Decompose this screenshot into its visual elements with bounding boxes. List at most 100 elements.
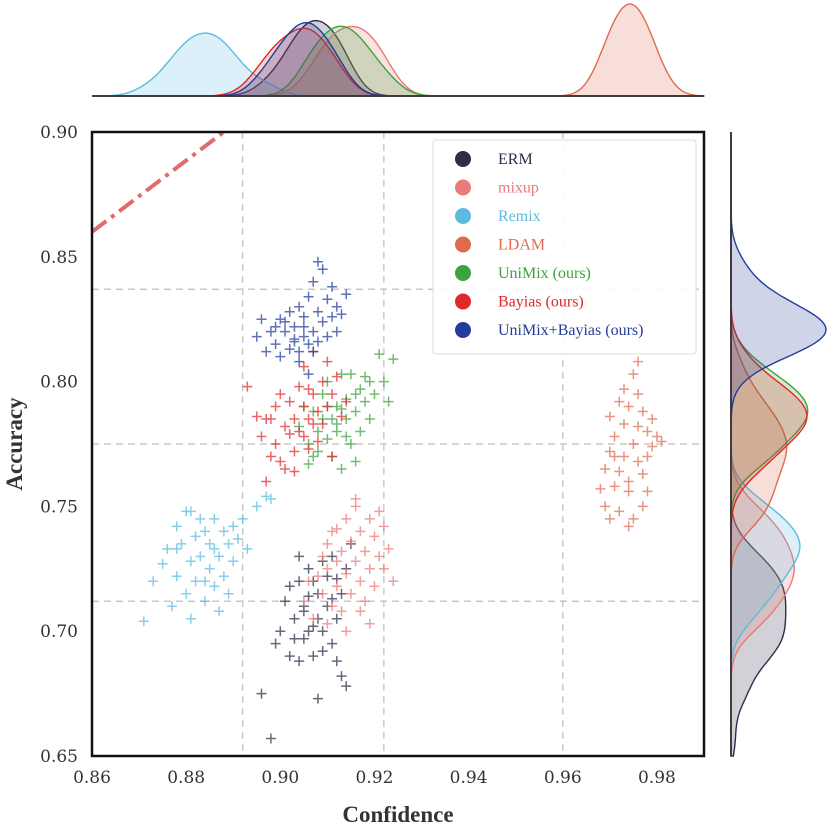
legend-marker <box>455 322 471 338</box>
y-axis-ticks: 0.65 0.70 0.75 0.80 0.85 0.90 <box>40 123 78 767</box>
scatter-point <box>388 576 399 587</box>
legend-marker <box>455 208 471 224</box>
scatter-point <box>284 651 295 662</box>
scatter-point <box>289 321 300 332</box>
scatter-point <box>327 551 338 562</box>
scatter-point <box>303 443 314 454</box>
scatter-point <box>355 606 366 617</box>
scatter-point <box>317 316 328 327</box>
scatter-point <box>336 309 347 320</box>
scatter-point <box>341 414 352 425</box>
legend-item: ERM <box>455 151 533 168</box>
scatter-point <box>600 501 611 512</box>
scatter-point <box>355 384 366 395</box>
scatter-point <box>345 588 356 599</box>
scatter-point <box>237 513 248 524</box>
scatter-point <box>280 596 291 607</box>
scatter-point <box>355 426 366 437</box>
scatter-point <box>614 466 625 477</box>
legend-item: Remix <box>455 208 541 225</box>
scatter-point <box>294 356 305 367</box>
scatter-point <box>308 276 319 287</box>
scatter-point <box>223 588 234 599</box>
legend-item: mixup <box>455 179 539 197</box>
x-tick-label: 0.90 <box>261 768 299 788</box>
scatter-point <box>167 601 178 612</box>
scatter-point <box>322 294 333 305</box>
scatter-point <box>618 419 629 430</box>
scatter-point <box>218 571 229 582</box>
scatter-point <box>312 306 323 317</box>
scatter-point <box>341 396 352 407</box>
plot-frame <box>90 130 706 758</box>
scatter-point <box>308 326 319 337</box>
scatter-point <box>628 513 639 524</box>
scatter-point <box>242 543 253 554</box>
scatter-point <box>341 431 352 442</box>
scatter-point <box>280 463 291 474</box>
scatter-point <box>595 483 606 494</box>
scatter-point <box>355 576 366 587</box>
scatter-point <box>171 521 182 532</box>
scatter-point <box>232 533 243 544</box>
scatter-point <box>360 371 371 382</box>
scatter-point <box>341 626 352 637</box>
scatter-point <box>251 411 262 422</box>
scatter-point <box>303 458 314 469</box>
scatter-point <box>628 439 639 449</box>
scatter-point <box>308 651 319 662</box>
x-tick-label: 0.96 <box>544 768 582 788</box>
scatter-point <box>331 581 342 592</box>
scatter-point <box>317 376 328 387</box>
scatter-point <box>190 531 201 542</box>
scatter-point <box>157 558 168 569</box>
scatter-point <box>265 733 276 744</box>
right-marginal-density <box>730 132 827 757</box>
scatter-point <box>642 426 653 437</box>
scatter-point <box>162 543 173 554</box>
scatter-point <box>209 543 220 554</box>
legend-marker <box>455 179 471 196</box>
scatter-point <box>378 521 389 532</box>
scatter-point <box>298 401 309 412</box>
scatter-point <box>331 401 342 412</box>
scatter-point <box>604 411 615 422</box>
scatter-point <box>327 601 338 612</box>
scatter-point <box>609 431 620 442</box>
scatter-point <box>265 493 276 504</box>
scatter-point <box>294 576 305 587</box>
scatter-point <box>280 316 291 327</box>
scatter-point <box>350 493 361 504</box>
scatter-point <box>204 538 215 549</box>
x-axis-title: Confidence <box>342 802 453 827</box>
scatter-point <box>618 451 629 462</box>
legend-label: UniMix (ours) <box>498 265 591 282</box>
x-tick-label: 0.98 <box>638 768 676 788</box>
scatter-point <box>322 331 333 342</box>
scatter-point <box>378 563 389 574</box>
scatter-point <box>331 419 342 430</box>
scatter-point <box>364 513 375 524</box>
scatter-point <box>378 376 389 387</box>
scatter-point <box>298 361 309 372</box>
scatter-point <box>275 389 286 400</box>
scatter-point <box>312 571 323 582</box>
legend-label: Bayias (ours) <box>498 294 584 311</box>
scatter-point <box>289 336 300 347</box>
x-axis-ticks: 0.86 0.88 0.90 0.92 0.94 0.96 0.98 <box>73 768 676 788</box>
scatter-point <box>369 389 380 400</box>
scatter-point <box>374 506 385 517</box>
legend-label: Remix <box>498 208 541 225</box>
scatter-point <box>228 521 239 532</box>
legend-marker <box>455 293 471 310</box>
legend: ERM mixup Remix LDAM UniMix (ours) Bayias (ou… <box>432 139 697 355</box>
scatter-point <box>336 546 347 557</box>
scatter-point <box>308 346 319 357</box>
scatter-point <box>280 326 291 337</box>
scatter-point <box>364 563 375 574</box>
scatter-point <box>327 638 338 649</box>
scatter-point <box>656 436 667 447</box>
scatter-point <box>303 384 314 395</box>
scatter-point <box>322 563 333 574</box>
scatter-point <box>148 576 159 587</box>
